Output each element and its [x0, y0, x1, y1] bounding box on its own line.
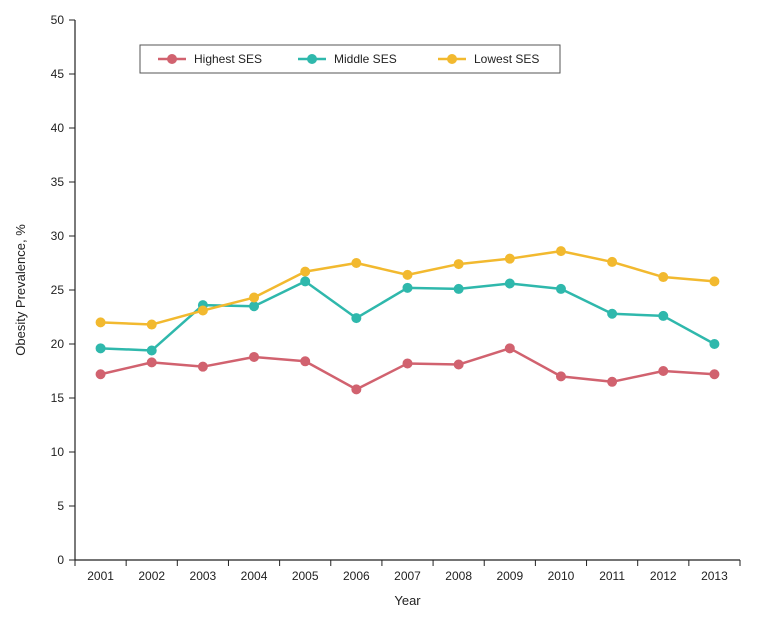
- chart-svg: 0 5 10 15 20 25 30 35 40 45 50 2001 2002 2003 2004 2005…: [0, 0, 768, 620]
- series-marker: [96, 370, 105, 379]
- series-marker: [454, 260, 463, 269]
- series-marker: [608, 257, 617, 266]
- series-marker: [403, 283, 412, 292]
- y-axis-label: Obesity Prevalence, %: [13, 224, 28, 356]
- series-marker: [96, 344, 105, 353]
- x-tick-label: 2010: [548, 569, 575, 583]
- series-marker: [556, 372, 565, 381]
- series-marker: [505, 279, 514, 288]
- series-marker: [250, 352, 259, 361]
- series-marker: [454, 360, 463, 369]
- series-marker: [403, 270, 412, 279]
- y-tick-label: 0: [57, 553, 64, 567]
- series-marker: [608, 309, 617, 318]
- series-marker: [556, 247, 565, 256]
- series-marker: [96, 318, 105, 327]
- series-marker: [301, 277, 310, 286]
- series-marker: [659, 311, 668, 320]
- series-marker: [198, 362, 207, 371]
- y-tick-label: 25: [51, 283, 65, 297]
- x-tick-label: 2004: [241, 569, 268, 583]
- x-tick-label: 2005: [292, 569, 319, 583]
- x-tick-label: 2001: [87, 569, 114, 583]
- series-marker: [198, 306, 207, 315]
- series-marker: [301, 357, 310, 366]
- legend-label: Middle SES: [334, 52, 397, 66]
- series-marker: [250, 293, 259, 302]
- series-marker: [608, 377, 617, 386]
- x-tick-label: 2006: [343, 569, 370, 583]
- series-marker: [352, 385, 361, 394]
- series-marker: [710, 277, 719, 286]
- series-marker: [505, 254, 514, 263]
- x-tick-label: 2011: [599, 569, 625, 583]
- series-marker: [454, 284, 463, 293]
- x-axis-label: Year: [394, 593, 421, 608]
- y-tick-label: 15: [51, 391, 65, 405]
- x-tick-label: 2013: [701, 569, 728, 583]
- x-tick-label: 2009: [496, 569, 523, 583]
- x-tick-label: 2012: [650, 569, 677, 583]
- x-tick-label: 2008: [445, 569, 472, 583]
- x-tick-label: 2002: [138, 569, 165, 583]
- y-tick-label: 35: [51, 175, 65, 189]
- legend: Highest SES Middle SES Lowest SES: [140, 45, 560, 73]
- legend-label: Highest SES: [194, 52, 262, 66]
- series-marker: [352, 259, 361, 268]
- legend-label: Lowest SES: [474, 52, 539, 66]
- series-marker: [147, 346, 156, 355]
- series-marker: [352, 314, 361, 323]
- y-tick-label: 50: [51, 13, 65, 27]
- y-tick-label: 30: [51, 229, 65, 243]
- series-marker: [659, 367, 668, 376]
- y-tick-label: 10: [51, 445, 65, 459]
- series-marker: [147, 320, 156, 329]
- series-marker: [403, 359, 412, 368]
- series-marker: [556, 284, 565, 293]
- x-tick-label: 2007: [394, 569, 421, 583]
- y-tick-label: 45: [51, 67, 65, 81]
- series-marker: [147, 358, 156, 367]
- y-tick-label: 5: [57, 499, 64, 513]
- series-marker: [710, 340, 719, 349]
- series-marker: [250, 302, 259, 311]
- x-tick-label: 2003: [190, 569, 217, 583]
- series-marker: [505, 344, 514, 353]
- y-tick-label: 40: [51, 121, 65, 135]
- series-marker: [710, 370, 719, 379]
- y-tick-label: 20: [51, 337, 65, 351]
- obesity-prevalence-chart: 0 5 10 15 20 25 30 35 40 45 50 2001 2002 2003 2004 2005…: [0, 0, 768, 620]
- series-marker: [301, 267, 310, 276]
- series-marker: [659, 273, 668, 282]
